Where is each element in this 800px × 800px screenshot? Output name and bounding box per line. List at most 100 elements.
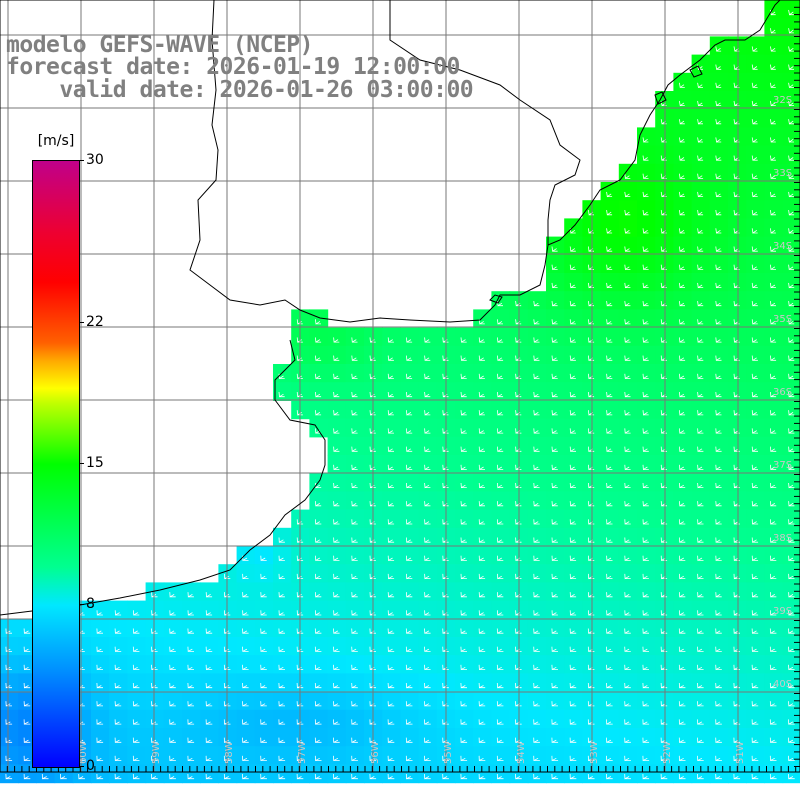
wind-speed-cell <box>91 746 110 765</box>
wind-speed-cell <box>291 345 310 365</box>
wind-speed-cell <box>400 637 420 656</box>
wind-speed-cell <box>746 145 765 165</box>
wind-speed-cell <box>637 291 656 310</box>
wind-arrow <box>205 701 213 707</box>
wind-speed-cell <box>527 382 547 401</box>
wind-arrow <box>278 555 285 562</box>
wind-arrow <box>551 428 558 434</box>
wind-speed-cell <box>163 655 183 674</box>
wind-arrow <box>733 246 740 252</box>
wind-speed-cell <box>527 291 547 310</box>
wind-arrow <box>678 701 686 707</box>
wind-arrow <box>660 501 667 507</box>
wind-speed-cell <box>109 728 128 747</box>
wind-arrow <box>788 100 794 107</box>
wind-speed-cell <box>236 691 256 711</box>
wind-speed-cell <box>236 546 256 565</box>
wind-speed-cell <box>291 746 310 765</box>
wind-speed-cell <box>782 54 800 74</box>
wind-arrow <box>351 573 358 580</box>
wind-speed-cell <box>746 491 765 511</box>
wind-arrow <box>751 501 758 507</box>
wind-arrow <box>660 664 668 671</box>
wind-arrow <box>788 573 795 580</box>
wind-speed-cell <box>309 709 329 729</box>
wind-arrow <box>497 373 504 380</box>
wind-arrow <box>660 701 668 707</box>
wind-arrow <box>551 482 558 489</box>
wind-speed-cell <box>764 145 784 165</box>
wind-speed-cell <box>691 655 711 674</box>
wind-arrow <box>751 264 758 271</box>
wind-arrow <box>387 701 395 707</box>
wind-arrow <box>260 646 267 653</box>
wind-arrow <box>606 446 613 452</box>
wind-arrow <box>751 137 758 143</box>
wind-speed-cell <box>527 509 547 529</box>
colorbar-tick-label: 8 <box>86 596 95 613</box>
wind-speed-cell <box>564 673 583 693</box>
wind-speed-cell <box>764 691 784 711</box>
wind-speed-cell <box>382 600 401 620</box>
wind-arrow <box>424 446 431 452</box>
wind-arrow <box>333 519 340 525</box>
wind-speed-cell <box>455 527 474 547</box>
wind-speed-cell <box>327 382 347 401</box>
wind-speed-cell <box>527 400 547 420</box>
wind-arrow <box>424 537 431 543</box>
wind-arrow <box>478 428 485 434</box>
wind-arrow <box>715 519 722 525</box>
wind-arrow <box>715 119 722 125</box>
wind-speed-cell <box>382 764 401 784</box>
wind-arrow <box>205 646 213 653</box>
wind-arrow <box>788 319 795 325</box>
wind-speed-cell <box>709 546 729 565</box>
wind-speed-cell <box>345 691 365 711</box>
wind-arrow <box>406 410 413 416</box>
wind-arrow <box>533 319 540 325</box>
wind-arrow <box>205 737 213 743</box>
wind-arrow <box>351 337 358 343</box>
wind-speed-cell <box>291 764 310 784</box>
wind-speed-cell <box>709 473 729 492</box>
wind-speed-cell <box>145 582 165 602</box>
wind-speed-cell <box>382 746 401 765</box>
wind-arrow <box>715 755 722 762</box>
wind-arrow <box>751 737 759 743</box>
wind-speed-cell <box>764 182 784 201</box>
wind-speed-cell <box>728 509 747 529</box>
wind-arrow <box>460 501 467 507</box>
wind-speed-cell <box>600 400 620 420</box>
wind-speed-cell <box>0 618 19 638</box>
wind-speed-cell <box>764 455 784 474</box>
wind-speed-cell <box>600 709 620 729</box>
wind-arrow <box>424 719 431 725</box>
wind-arrow <box>733 628 740 634</box>
wind-arrow <box>260 555 267 562</box>
wind-arrow <box>424 701 431 707</box>
wind-speed-cell <box>746 273 765 292</box>
wind-speed-cell <box>455 436 474 456</box>
wind-arrow <box>551 773 559 780</box>
wind-speed-cell <box>345 564 365 583</box>
wind-arrow <box>642 391 649 398</box>
wind-speed-cell <box>546 746 565 765</box>
wind-speed-cell <box>746 746 765 765</box>
wind-speed-cell <box>709 91 729 110</box>
wind-arrow <box>314 719 322 725</box>
wind-arrow <box>23 646 31 653</box>
wind-arrow <box>278 755 286 762</box>
wind-arrow <box>387 555 395 562</box>
wind-arrow <box>187 701 194 707</box>
wind-speed-cell <box>746 600 765 620</box>
wind-arrow <box>351 446 358 452</box>
wind-speed-cell <box>455 345 474 365</box>
wind-arrow <box>387 482 394 489</box>
wind-speed-cell <box>728 582 747 602</box>
wind-speed-cell <box>637 655 656 674</box>
wind-speed-cell <box>91 673 110 693</box>
wind-speed-cell <box>327 691 347 711</box>
wind-arrow <box>788 464 795 471</box>
wind-speed-cell <box>218 582 238 602</box>
